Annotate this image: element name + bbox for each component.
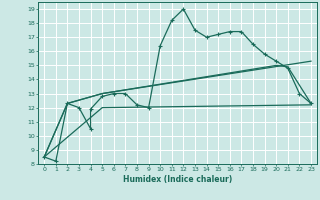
X-axis label: Humidex (Indice chaleur): Humidex (Indice chaleur) <box>123 175 232 184</box>
